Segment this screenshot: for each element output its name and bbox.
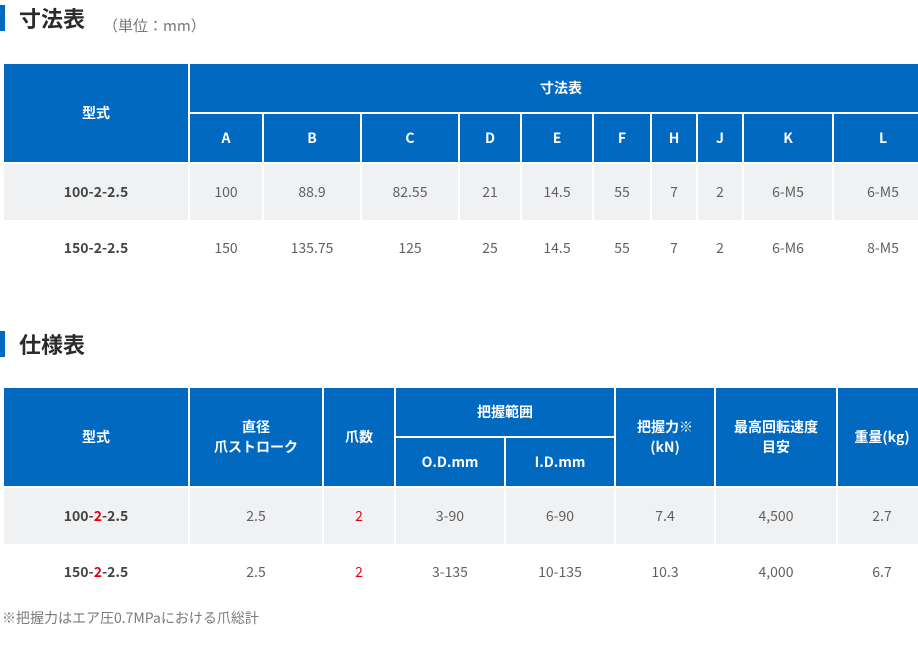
section2-title: 仕様表 [0,328,85,360]
footnote: ※把握力はエア圧0.7MPaにおける爪総計 [0,600,918,628]
th-dimensions-group: 寸法表 [190,64,918,114]
th-col-j: J [698,114,742,164]
cell: 2 [324,488,394,544]
cell: 135.75 [264,220,360,276]
th-col-e: E [522,114,592,164]
th-range-group: 把握範囲 [396,388,614,438]
th-col-b: B [264,114,360,164]
cell: 2 [698,164,742,220]
th-stroke: 直径 爪ストローク [190,388,322,488]
th-col-k: K [744,114,832,164]
th-col-c: C [362,114,458,164]
cell: 3-90 [396,488,504,544]
cell: 6-90 [506,488,614,544]
cell: 55 [594,220,650,276]
cell: 2 [324,544,394,600]
cell: 14.5 [522,220,592,276]
table-row: 150-2-2.5 2.5 2 3-135 10-135 10.3 4,000 … [4,544,918,600]
th-model: 型式 [4,64,188,164]
th-col-a: A [190,114,262,164]
table-row: 100-2-2.5 2.5 2 3-90 6-90 7.4 4,500 2.7 [4,488,918,544]
th-range-id: I.D.mm [506,438,614,488]
cell-model: 100-2-2.5 [4,488,188,544]
table-row: 150-2-2.5 150 135.75 125 25 14.5 55 7 2 … [4,220,918,276]
cell: 3-135 [396,544,504,600]
cell: 2.5 [190,488,322,544]
cell: 6-M5 [834,164,918,220]
cell-model: 150-2-2.5 [4,220,188,276]
cell: 10.3 [616,544,714,600]
cell-model: 100-2-2.5 [4,164,188,220]
cell: 7 [652,220,696,276]
th-speed: 最高回転速度 目安 [716,388,836,488]
th-weight: 重量(kg) [838,388,918,488]
cell: 150 [190,220,262,276]
th-force: 把握力※ (kN) [616,388,714,488]
cell: 82.55 [362,164,458,220]
cell: 7 [652,164,696,220]
cell-model: 150-2-2.5 [4,544,188,600]
cell: 2.7 [838,488,918,544]
cell: 4,000 [716,544,836,600]
th-col-l: L [834,114,918,164]
cell: 88.9 [264,164,360,220]
section1-header: 寸法表 （単位：mm） [0,0,918,44]
cell: 7.4 [616,488,714,544]
cell: 2 [698,220,742,276]
cell: 6-M6 [744,220,832,276]
cell: 6-M5 [744,164,832,220]
cell: 4,500 [716,488,836,544]
cell: 6.7 [838,544,918,600]
accent-bar-icon [0,5,5,31]
cell: 10-135 [506,544,614,600]
cell: 8-M5 [834,220,918,276]
cell: 21 [460,164,520,220]
cell: 14.5 [522,164,592,220]
th-range-od: O.D.mm [396,438,504,488]
dimensions-table: 型式 寸法表 A B C D E F H J K L 100-2-2.5 100… [2,64,918,276]
spec-table: 型式 直径 爪ストローク 爪数 把握範囲 把握力※ (kN) 最高回転速度 目安… [2,388,918,600]
th-col-d: D [460,114,520,164]
cell: 2.5 [190,544,322,600]
cell: 25 [460,220,520,276]
th-model: 型式 [4,388,188,488]
cell: 125 [362,220,458,276]
th-col-f: F [594,114,650,164]
cell: 55 [594,164,650,220]
section2-title-text: 仕様表 [19,328,85,360]
accent-bar-icon [0,331,5,357]
section1-subtitle: （単位：mm） [103,15,206,36]
table-row: 100-2-2.5 100 88.9 82.55 21 14.5 55 7 2 … [4,164,918,220]
th-claws: 爪数 [324,388,394,488]
section1-title: 寸法表 [0,2,85,34]
cell: 100 [190,164,262,220]
section1-title-text: 寸法表 [19,2,85,34]
section2-header: 仕様表 [0,326,918,368]
th-col-h: H [652,114,696,164]
